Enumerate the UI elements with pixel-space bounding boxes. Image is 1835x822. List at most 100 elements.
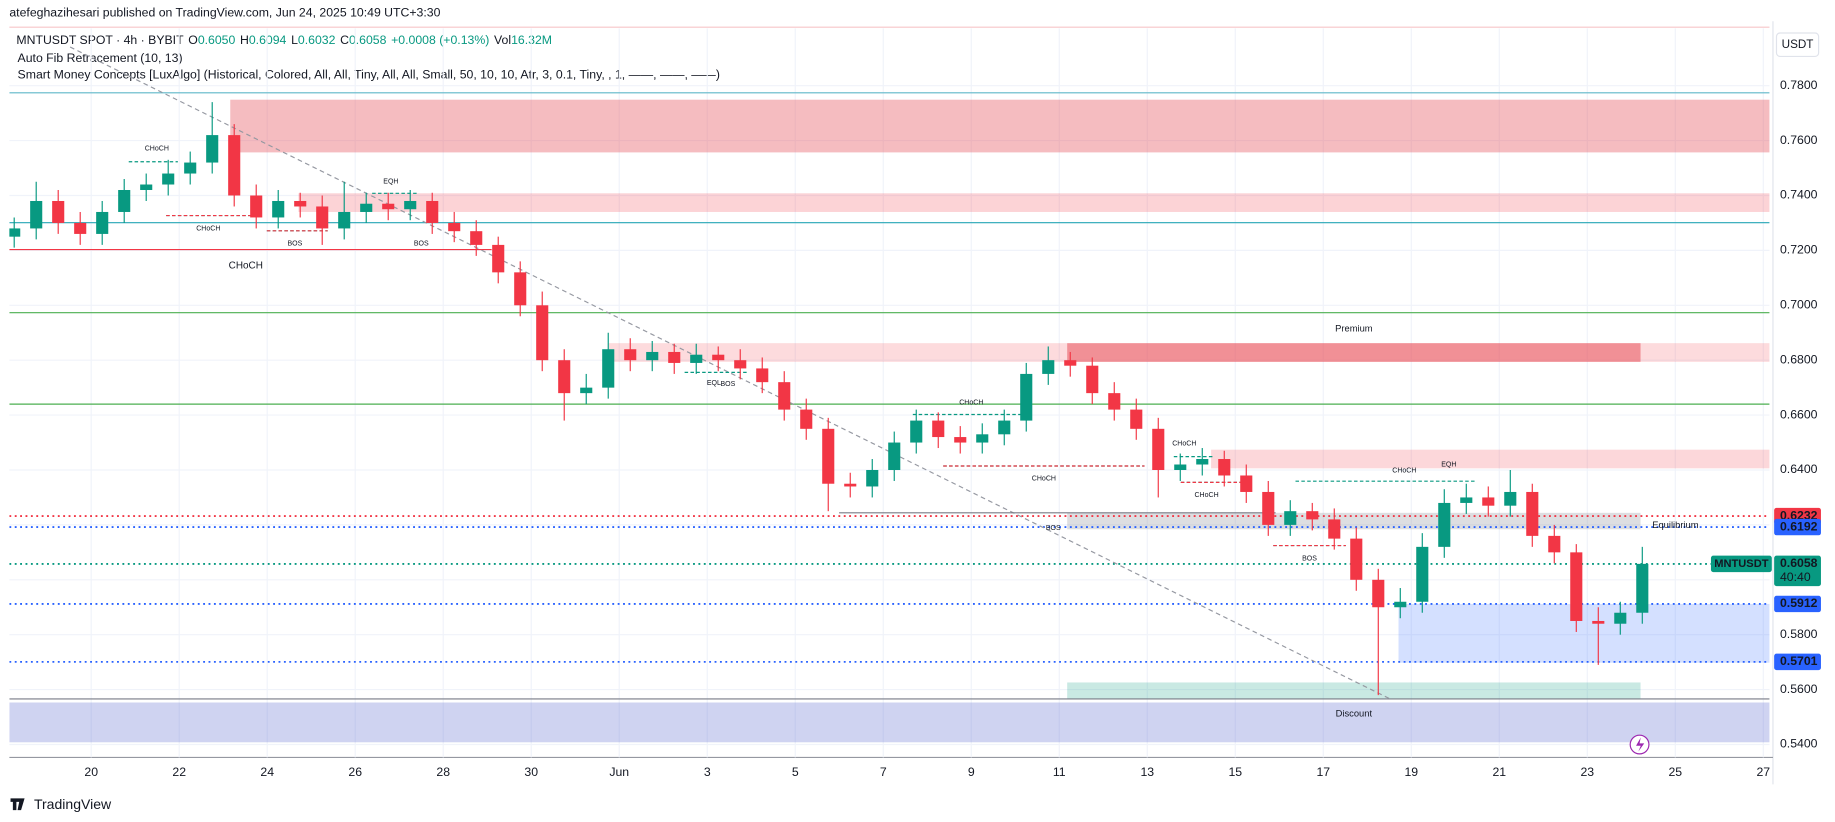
structure-label: BOS <box>287 241 302 248</box>
zone <box>230 99 1770 153</box>
y-tick-label: 0.5400 <box>1780 737 1818 751</box>
candle-body <box>1152 428 1165 470</box>
indicator-label: Auto Fib Retracement (10, 13) <box>18 51 183 65</box>
x-tick-label: 20 <box>84 765 98 779</box>
zone-label: Discount <box>1336 709 1373 719</box>
x-tick-label: 24 <box>260 765 274 779</box>
structure-label: CHoCH <box>1172 441 1196 448</box>
candle-body <box>140 184 153 191</box>
structure-label: CHoCH <box>1032 476 1056 483</box>
candle-body <box>448 222 461 232</box>
candle-body <box>1284 511 1297 525</box>
structure-label: CHoCH <box>959 400 983 407</box>
x-tick-label: 17 <box>1316 765 1330 779</box>
x-tick-label: 19 <box>1404 765 1418 779</box>
currency-label[interactable]: USDT <box>1782 38 1814 51</box>
candle-body <box>932 420 945 438</box>
structure-label: CHoCH <box>1194 492 1218 499</box>
candle-body <box>668 351 681 363</box>
structure-label: EQH <box>383 178 398 185</box>
candle-body <box>338 211 351 229</box>
candle-body <box>1350 538 1363 580</box>
candle-body <box>800 409 813 429</box>
candle-body <box>1240 475 1253 492</box>
candle-body <box>910 420 923 443</box>
x-tick-label: 15 <box>1228 765 1242 779</box>
candle-body <box>1372 579 1385 608</box>
structure-label: CHoCH <box>196 225 220 232</box>
candle-body <box>272 200 285 218</box>
candle-body <box>382 203 395 210</box>
structure-label: BOS <box>1046 525 1061 532</box>
candle-body <box>74 222 87 234</box>
symbol-legend: MNTUSDT SPOT · 4h · BYBITO0.6050H0.6094L… <box>16 33 552 47</box>
candle-body <box>1614 612 1627 624</box>
price-badge-label: 0.5912 <box>1780 596 1818 610</box>
structure-label: BOS <box>721 381 736 388</box>
candle-body <box>1174 464 1187 470</box>
candle-body <box>492 244 505 273</box>
candle-body <box>294 200 307 207</box>
candle-body <box>1460 497 1473 503</box>
zone-label: Equilibrium <box>1652 520 1698 530</box>
candle-body <box>1570 552 1583 621</box>
structure-dashes <box>166 214 1346 547</box>
candle-body <box>1306 511 1319 520</box>
price-badge-label: 0.6232 <box>1780 508 1818 522</box>
candle-body <box>1416 546 1429 602</box>
ohlc-value: 0.6050 <box>198 33 236 47</box>
price-badge <box>1774 595 1821 613</box>
structure-label: CHoCH <box>229 261 263 272</box>
x-tick-label: 28 <box>436 765 450 779</box>
candle-body <box>1262 491 1275 525</box>
y-tick-label: 0.6600 <box>1780 407 1818 421</box>
alert-bolt <box>1636 737 1645 752</box>
structure-label: CHoCH <box>1392 468 1416 475</box>
levels <box>9 46 1770 700</box>
currency-button[interactable] <box>1775 32 1820 57</box>
candle-body <box>1064 360 1077 366</box>
indicator-label: Smart Money Concepts [LuxAlgo] (Historic… <box>18 67 720 81</box>
published-note: atefeghazihesari published on TradingVie… <box>9 5 440 19</box>
candle-body <box>1482 497 1495 506</box>
candle-body <box>646 351 659 361</box>
candle-body <box>250 195 263 218</box>
candle-body <box>1438 502 1451 547</box>
candle-body <box>184 162 197 174</box>
candle-body <box>580 387 593 394</box>
y-tick-label: 0.7200 <box>1780 243 1818 257</box>
symbol-badge <box>1710 555 1772 573</box>
candle-body <box>866 469 879 487</box>
candle-body <box>734 360 747 369</box>
zone <box>1398 603 1770 663</box>
price-badge <box>1774 518 1821 536</box>
candle-body <box>206 135 219 163</box>
y-tick-label: 0.5800 <box>1780 627 1818 641</box>
candle-body <box>1218 459 1231 476</box>
symbol-badge-label: MNTUSDT <box>1714 558 1769 570</box>
candle-body <box>1636 563 1649 613</box>
candle-body <box>162 173 175 185</box>
x-tick-label: 7 <box>880 765 887 779</box>
x-tick-label: Jun <box>609 765 629 779</box>
zone <box>298 193 1770 212</box>
y-tick-label: 0.7000 <box>1780 298 1818 312</box>
axes: 0.54000.56000.58000.60000.62000.64000.66… <box>84 78 1821 779</box>
zone <box>9 702 1770 743</box>
ohlc-value: 0.6032 <box>298 33 336 47</box>
candle-body <box>30 200 43 229</box>
candle-body <box>1108 393 1121 410</box>
structure-label: BOS <box>414 241 429 248</box>
candle-body <box>316 206 329 229</box>
structure-lines <box>128 161 1477 547</box>
candle-body <box>756 368 769 383</box>
candles <box>9 102 1649 696</box>
candle-body <box>470 231 483 245</box>
candle-body <box>624 349 637 361</box>
candle-body <box>1504 491 1517 506</box>
plot-area: Premium Discount CHoCH CHoCH BOS EQH BOS CHoCH E… <box>9 46 1770 743</box>
candle-body <box>1020 373 1033 421</box>
candle-body <box>998 420 1011 435</box>
x-tick-label: 13 <box>1140 765 1154 779</box>
